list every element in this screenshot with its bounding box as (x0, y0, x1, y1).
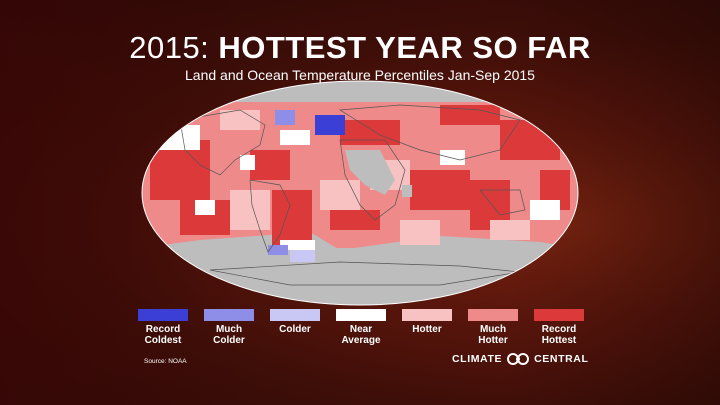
globe-outline (141, 80, 579, 306)
arctic-no-data (142, 81, 578, 102)
land-no-data (345, 150, 412, 197)
colder-regions (268, 110, 345, 262)
page-title: 2015: HOTTEST YEAR SO FAR (0, 30, 720, 66)
brand-left: CLIMATE (452, 353, 503, 365)
legend-item-hotter: Hotter (402, 309, 452, 335)
brand-right: CENTRAL (534, 353, 589, 365)
legend-label: Near Average (341, 324, 381, 346)
world-temperature-map (141, 80, 579, 306)
record-hottest-regions (150, 105, 570, 250)
legend-swatch (468, 309, 518, 321)
legend-label: Hotter (412, 324, 442, 335)
header: 2015: HOTTEST YEAR SO FAR Land and Ocean… (0, 30, 720, 84)
page-subtitle: Land and Ocean Temperature Percentiles J… (185, 67, 535, 83)
legend-item-much-hotter: Much Hotter (468, 309, 518, 346)
legend-item-record-coldest: Record Coldest (138, 309, 188, 346)
title-year: 2015: (129, 30, 210, 65)
climate-central-logo-icon (507, 353, 530, 365)
legend-swatch (402, 309, 452, 321)
legend-item-record-hottest: Record Hottest (534, 309, 584, 346)
brand-logo-text: CLIMATE CENTRAL (452, 353, 588, 365)
southern-ocean-no-data (142, 232, 578, 250)
legend-swatch (204, 309, 254, 321)
legend-item-colder: Colder (270, 309, 320, 335)
source-credit: Source: NOAA (144, 358, 187, 365)
legend-label: Record Coldest (144, 324, 182, 346)
legend-swatch (534, 309, 584, 321)
legend-item-much-colder: Much Colder (204, 309, 254, 346)
legend-label: Record Hottest (541, 324, 577, 346)
legend: Record Coldest Much Colder Colder Near Aver… (138, 309, 584, 353)
legend-label: Much Colder (213, 324, 245, 346)
legend-item-near-average: Near Average (336, 309, 386, 346)
legend-label: Colder (279, 324, 311, 335)
title-main: HOTTEST YEAR SO FAR (218, 30, 591, 65)
legend-swatch (270, 309, 320, 321)
legend-swatch (336, 309, 386, 321)
legend-swatch (138, 309, 188, 321)
antarctic-no-data (142, 248, 578, 305)
legend-label: Much Hotter (478, 324, 508, 346)
